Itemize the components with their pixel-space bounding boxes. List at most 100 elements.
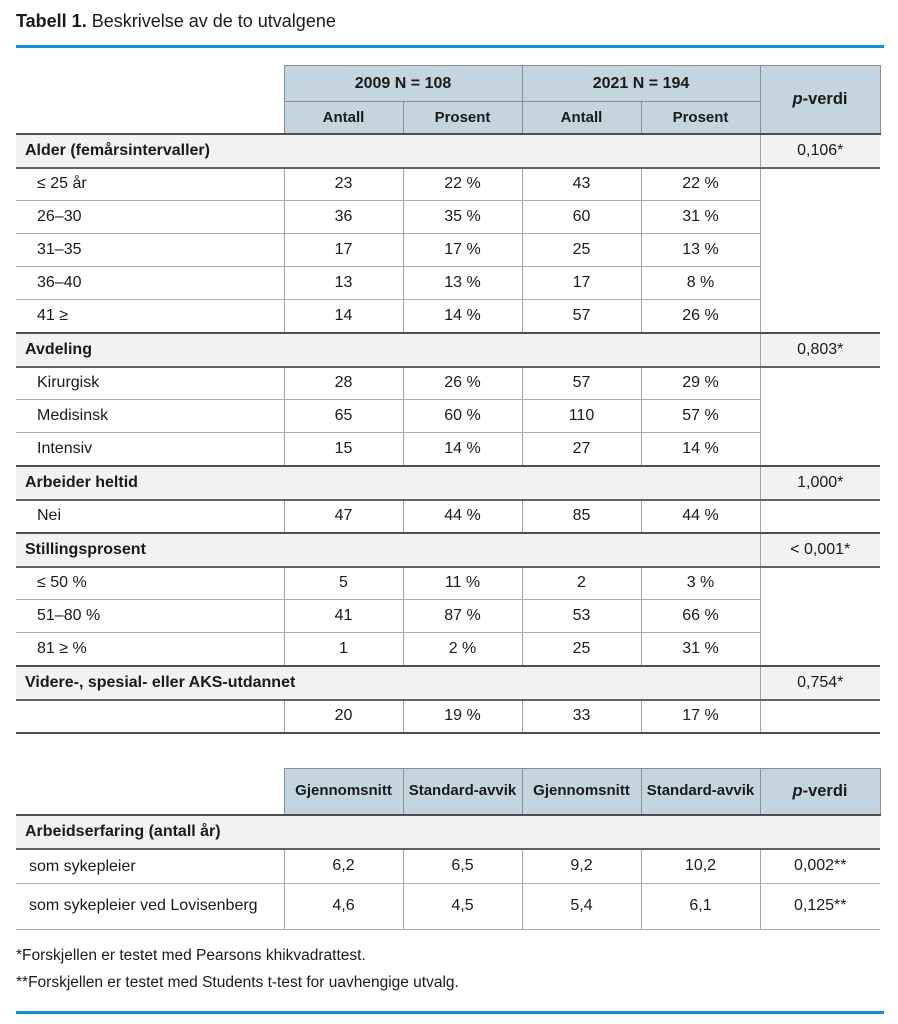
value-cell: 13 % [402,266,522,300]
value-cell: 60 [521,200,641,234]
col-header-prosent-2021: Prosent [640,101,761,134]
table-row: Medisinsk 65 60 % 110 57 % [16,399,880,433]
value-cell: 26 % [640,299,760,333]
footnotes: *Forskjellen er testet med Pearsons khik… [16,942,882,996]
section-row: Arbeider heltid 1,000* [16,464,880,501]
row-label: som sykepleier ved Lovisenberg [16,883,284,930]
p-value-cell: 0,125** [759,883,880,930]
section-row: Videre-, spesial- eller AKS-utdannet 0,75… [16,664,880,701]
value-cell: 11 % [402,566,522,600]
empty-corner-cell [16,768,284,815]
value-cell: 66 % [640,599,760,633]
table-row: 36–40 13 13 % 17 8 % [16,266,880,300]
table-row: 26–30 36 35 % 60 31 % [16,200,880,234]
value-cell: 14 % [640,432,760,466]
table1-header: 2009 N = 108 2021 N = 194 p-verdi Antall… [16,65,881,134]
value-cell: 6,5 [402,849,522,884]
table-row: 20 19 % 33 17 % [16,699,880,733]
p-verdi-header: p-verdi [759,767,881,816]
value-cell: 2 [521,566,641,600]
row-label: Nei [16,499,284,533]
value-cell: 33 [521,699,641,733]
value-cell: 41 [283,599,403,633]
table-row: Kirurgisk 28 26 % 57 29 % [16,366,880,466]
value-cell: 13 % [640,233,760,267]
p-value-empty-cell [759,699,880,733]
col-header-standardavvik-2021: Standard-avvik [640,767,761,816]
row-label: Kirurgisk [16,366,284,400]
sample-comparison-table: 2009 N = 108 2021 N = 194 p-verdi Antall… [16,65,881,734]
section-p-value: 0,754* [759,664,880,701]
row-label: 36–40 [16,266,284,300]
value-cell: 4,5 [402,883,522,930]
value-cell: 17 [283,233,403,267]
section-row: Stillingsprosent < 0,001* [16,531,880,568]
empty-corner-cell [16,66,284,102]
value-cell: 5 [283,566,403,600]
footnote-ttest: **Forskjellen er testet med Students t-t… [16,973,459,991]
table2-body: Arbeidserfaring (antall år) som sykepleie… [16,814,880,930]
value-cell: 26 % [402,366,522,400]
section-label: Alder (femårsintervaller) [16,132,760,169]
value-cell: 19 % [402,699,522,733]
table-row: 51–80 % 41 87 % 53 66 % [16,599,880,633]
row-label: ≤ 25 år [16,167,284,201]
section-label: Videre-, spesial- eller AKS-utdannet [16,664,760,701]
section-p-value: 0,803* [759,331,880,368]
experience-table: Gjennomsnitt Standard-avvik Gjennomsnitt… [16,767,881,930]
value-cell: 22 % [402,167,522,201]
value-cell: 27 [521,432,641,466]
empty-corner-cell [16,102,284,134]
p-value-empty-cell [759,499,880,533]
col-header-antall-2021: Antall [521,101,642,134]
value-cell: 43 [521,167,641,201]
value-cell: 65 [283,399,403,433]
p-symbol: p [792,89,803,108]
value-cell: 13 [283,266,403,300]
section-label: Arbeidserfaring (antall år) [16,814,880,850]
footnote-pearson: *Forskjellen er testet med Pearsons khik… [16,946,366,964]
p-verdi-header: p-verdi [759,65,881,134]
row-label: Medisinsk [16,399,284,433]
value-cell: 9,2 [521,849,641,884]
value-cell: 14 % [402,432,522,466]
section-label: Arbeider heltid [16,464,760,501]
col-header-standardavvik-2009: Standard-avvik [402,767,523,816]
value-cell: 1 [283,632,403,666]
col-header-gjennomsnitt-2009: Gjennomsnitt [283,767,404,816]
value-cell: 10,2 [640,849,760,884]
value-cell: 20 [283,699,403,733]
row-label: 26–30 [16,200,284,234]
section-row: Arbeidserfaring (antall år) [16,814,880,850]
table-row: som sykepleier ved Lovisenberg 4,6 4,5 5,4 6… [16,883,880,930]
value-cell: 57 [521,366,641,400]
row-label: 31–35 [16,233,284,267]
section-label: Avdeling [16,331,760,368]
row-label: som sykepleier [16,849,284,884]
value-cell: 14 [283,299,403,333]
table-row: Intensiv 15 14 % 27 14 % [16,432,880,466]
value-cell: 8 % [640,266,760,300]
value-cell: 87 % [402,599,522,633]
value-cell: 25 [521,632,641,666]
table-title-number: Tabell 1. [16,11,87,31]
value-cell: 31 % [640,632,760,666]
value-cell: 17 [521,266,641,300]
row-label: 81 ≥ % [16,632,284,666]
value-cell: 15 [283,432,403,466]
table-row: ≤ 25 år 23 22 % 43 22 % [16,167,880,333]
value-cell: 47 [283,499,403,533]
section-label: Stillingsprosent [16,531,760,568]
section-p-value: 0,106* [759,132,880,169]
table-title-text: Beskrivelse av de to utvalgene [86,11,336,31]
value-cell: 25 [521,233,641,267]
section-row: Avdeling 0,803* [16,331,880,368]
value-cell: 57 [521,299,641,333]
col-header-gjennomsnitt-2021: Gjennomsnitt [521,767,642,816]
value-cell: 60 % [402,399,522,433]
table-row: som sykepleier 6,2 6,5 9,2 10,2 0,002** [16,849,880,884]
table-row: Nei 47 44 % 85 44 % [16,499,880,533]
p-symbol: p [792,781,803,800]
row-label: Intensiv [16,432,284,466]
